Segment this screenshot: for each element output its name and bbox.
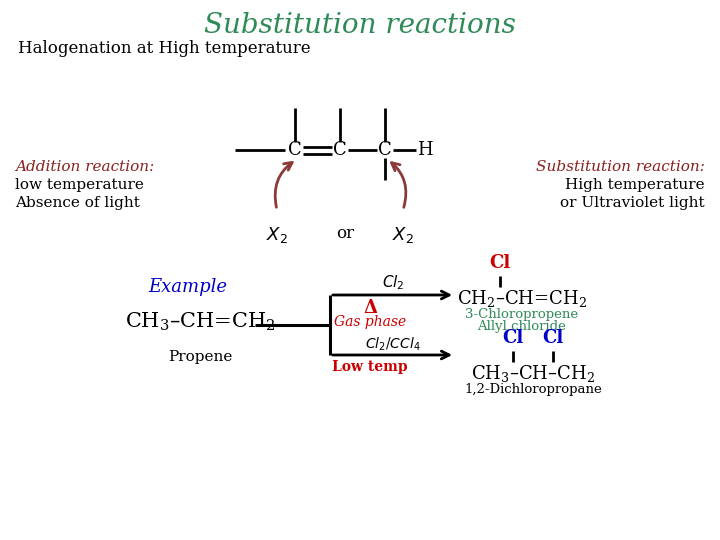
Text: Example: Example: [148, 278, 227, 296]
Text: C: C: [333, 141, 347, 159]
Text: $\mathdefault{CH_3}$–$\mathdefault{CH}$=$\mathdefault{CH_2}$: $\mathdefault{CH_3}$–$\mathdefault{CH}$=…: [125, 311, 275, 333]
Text: Substitution reaction:: Substitution reaction:: [536, 160, 705, 174]
Text: Cl: Cl: [542, 329, 564, 347]
Text: Substitution reactions: Substitution reactions: [204, 12, 516, 39]
Text: Δ: Δ: [363, 299, 377, 317]
Text: $\mathdefault{CH_2}$–$\mathdefault{CH}$=$\mathdefault{CH_2}$: $\mathdefault{CH_2}$–$\mathdefault{CH}$=…: [457, 288, 587, 309]
Text: or: or: [336, 225, 354, 242]
Text: $X_2$: $X_2$: [266, 225, 288, 245]
Text: Propene: Propene: [168, 350, 232, 364]
Text: 3-Chloropropene: 3-Chloropropene: [465, 308, 579, 321]
Text: $Cl_2$: $Cl_2$: [382, 273, 404, 292]
Text: Allyl chloride: Allyl chloride: [477, 320, 567, 333]
Text: $\mathdefault{CH_3}$–$\mathdefault{CH}$–$\mathdefault{CH_2}$: $\mathdefault{CH_3}$–$\mathdefault{CH}$–…: [471, 363, 595, 384]
Text: High temperature: High temperature: [565, 178, 705, 192]
Text: C: C: [378, 141, 392, 159]
Text: low temperature: low temperature: [15, 178, 144, 192]
Text: Cl: Cl: [490, 254, 510, 272]
Text: Cl: Cl: [503, 329, 523, 347]
Text: Low temp: Low temp: [332, 360, 408, 374]
Text: $Cl_2$/$CCl_4$: $Cl_2$/$CCl_4$: [365, 335, 420, 353]
Text: Absence of light: Absence of light: [15, 196, 140, 210]
Text: Halogenation at High temperature: Halogenation at High temperature: [18, 40, 310, 57]
Text: 1,2-Dichloropropane: 1,2-Dichloropropane: [464, 383, 602, 396]
Text: or Ultraviolet light: or Ultraviolet light: [560, 196, 705, 210]
Text: H: H: [417, 141, 433, 159]
Text: $X_2$: $X_2$: [392, 225, 414, 245]
Text: C: C: [288, 141, 302, 159]
Text: Gas phase: Gas phase: [334, 315, 406, 329]
Text: Addition reaction:: Addition reaction:: [15, 160, 154, 174]
